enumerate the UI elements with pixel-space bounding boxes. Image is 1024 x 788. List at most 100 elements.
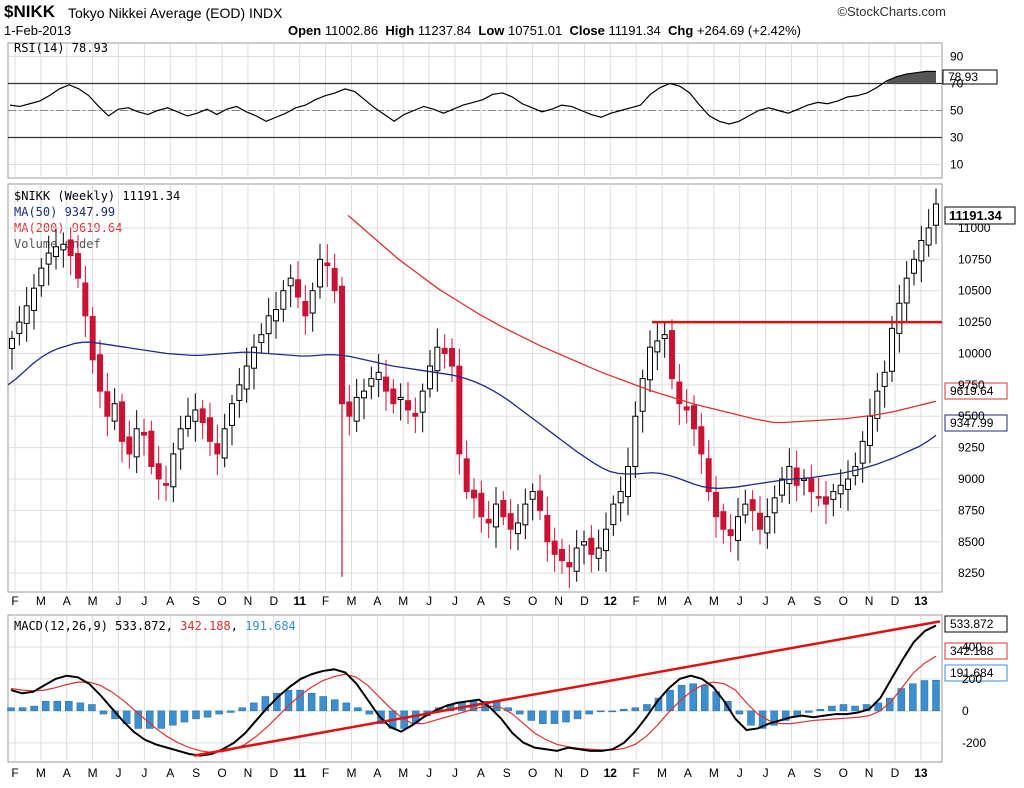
month-tick-label: S — [813, 594, 821, 608]
candle-body — [60, 243, 67, 251]
candle-body — [236, 384, 243, 401]
macd-legend-main: MACD(12,26,9) 533.872 — [14, 619, 166, 633]
candle-body — [529, 491, 536, 500]
month-tick-label: M — [346, 766, 356, 780]
candle-body — [163, 483, 169, 486]
candle-body — [258, 334, 265, 343]
candle-body — [463, 458, 470, 493]
candle-body — [713, 491, 719, 518]
index-fullname: Tokyo Nikkei Average (EOD) — [68, 5, 246, 21]
candle-body — [104, 391, 111, 417]
macd-histogram-bar — [354, 707, 362, 712]
month-tick-label: M — [36, 766, 46, 780]
candle-body — [918, 239, 925, 262]
rsi-tick-label: 70 — [950, 77, 964, 91]
index-name: Tokyo Nikkei Average (EOD) INDX — [68, 5, 282, 21]
macd-histogram-bar — [851, 705, 859, 712]
macd-histogram-bar — [886, 697, 894, 712]
month-tick-label: O — [839, 766, 848, 780]
candle-body — [353, 396, 360, 422]
macd-signal-line — [10, 655, 937, 754]
macd-histogram-bar — [527, 710, 536, 721]
candle-body — [595, 547, 602, 559]
month-tick-label: M — [657, 766, 667, 780]
price-panel: $NIKK (Weekly) 11191.34 MA(50) 9347.99 M… — [7, 188, 1016, 589]
macd-histogram-bar — [41, 701, 50, 712]
macd-histogram-bar — [805, 710, 813, 713]
month-tick-label: J — [452, 766, 458, 780]
candle-body — [698, 426, 705, 455]
month-tick-label: J — [452, 594, 458, 608]
candle-body — [845, 478, 851, 490]
candle-body — [889, 327, 895, 372]
month-tick-label: M — [709, 766, 719, 780]
month-tick-label: F — [633, 766, 640, 780]
candle-body — [287, 277, 294, 287]
macd-histogram-bar — [180, 710, 189, 723]
month-tick-label: 13 — [914, 766, 928, 780]
chg-value: +264.69 (+2.42%) — [696, 23, 802, 38]
macd-legend-signal: 342.188 — [180, 619, 231, 633]
candle-body — [654, 340, 661, 353]
month-tick-label: A — [684, 766, 692, 780]
candle-body — [126, 436, 133, 455]
macd-histogram-bar — [169, 710, 177, 726]
month-tick-label: D — [891, 594, 900, 608]
candle-body — [89, 316, 96, 361]
candle-body — [617, 491, 624, 504]
candle-body — [427, 365, 433, 390]
candle-body — [544, 514, 551, 543]
candle-body — [207, 417, 213, 442]
time-axes: F F M M A A M M J J J J A A S S O O N N D D 11 11 F F M M A A M M J J J J A A… — [11, 594, 928, 780]
month-tick-label: 12 — [604, 766, 618, 780]
rsi-value-box — [942, 69, 998, 85]
macd-trendline — [193, 620, 941, 757]
month-tick-label: J — [737, 594, 743, 608]
macd-histogram-bar — [99, 710, 108, 715]
hist-value-label: 191.684 — [950, 666, 994, 680]
month-tick-label: S — [192, 766, 200, 780]
price-tick-label: 11000 — [958, 221, 991, 235]
signal-value-box — [944, 642, 1008, 660]
month-tick-label: F — [322, 766, 329, 780]
macd-histogram-bar — [88, 704, 96, 712]
stockcharts-logo[interactable]: ©StockCharts.com — [837, 4, 946, 19]
macd-histogram-bar — [909, 683, 917, 712]
month-tick-label: N — [244, 766, 253, 780]
rsi-line — [9, 70, 937, 125]
macd-histogram-bar — [839, 704, 848, 712]
candle-body — [295, 279, 301, 298]
panel-frames — [7, 42, 943, 763]
macd-histogram-bar — [550, 710, 559, 724]
candle-body — [749, 499, 756, 511]
candle-body — [324, 262, 331, 267]
month-tick-label: N — [554, 766, 563, 780]
macd-histogram-bar — [516, 710, 524, 715]
candle-body — [573, 547, 580, 572]
high-label: High — [385, 23, 415, 38]
macd-histogram-bar — [157, 710, 166, 729]
month-tick-label: D — [269, 594, 278, 608]
candle-body — [346, 401, 353, 417]
candle-body — [280, 290, 287, 310]
candle-body — [412, 412, 419, 417]
month-tick-label: S — [813, 766, 821, 780]
price-tick-label: 10750 — [958, 252, 992, 266]
candle-body — [192, 409, 199, 422]
candle-body — [251, 346, 257, 369]
macd-value-box — [944, 615, 1008, 633]
macd-histogram-bar — [735, 710, 744, 715]
candle-body — [170, 453, 177, 488]
candle-body — [691, 405, 697, 430]
macd-histogram-bar — [331, 699, 339, 712]
month-tick-label: F — [322, 594, 329, 608]
candle-body — [933, 203, 939, 226]
candle-body — [368, 378, 375, 387]
hist-value-box — [944, 664, 1008, 682]
candle-body — [566, 562, 573, 568]
month-tick-label: O — [528, 594, 537, 608]
candle-body — [471, 489, 477, 499]
macd-histogram-bar — [932, 679, 940, 712]
signal-value-label: 342.188 — [950, 644, 994, 658]
month-tick-label: A — [166, 766, 174, 780]
